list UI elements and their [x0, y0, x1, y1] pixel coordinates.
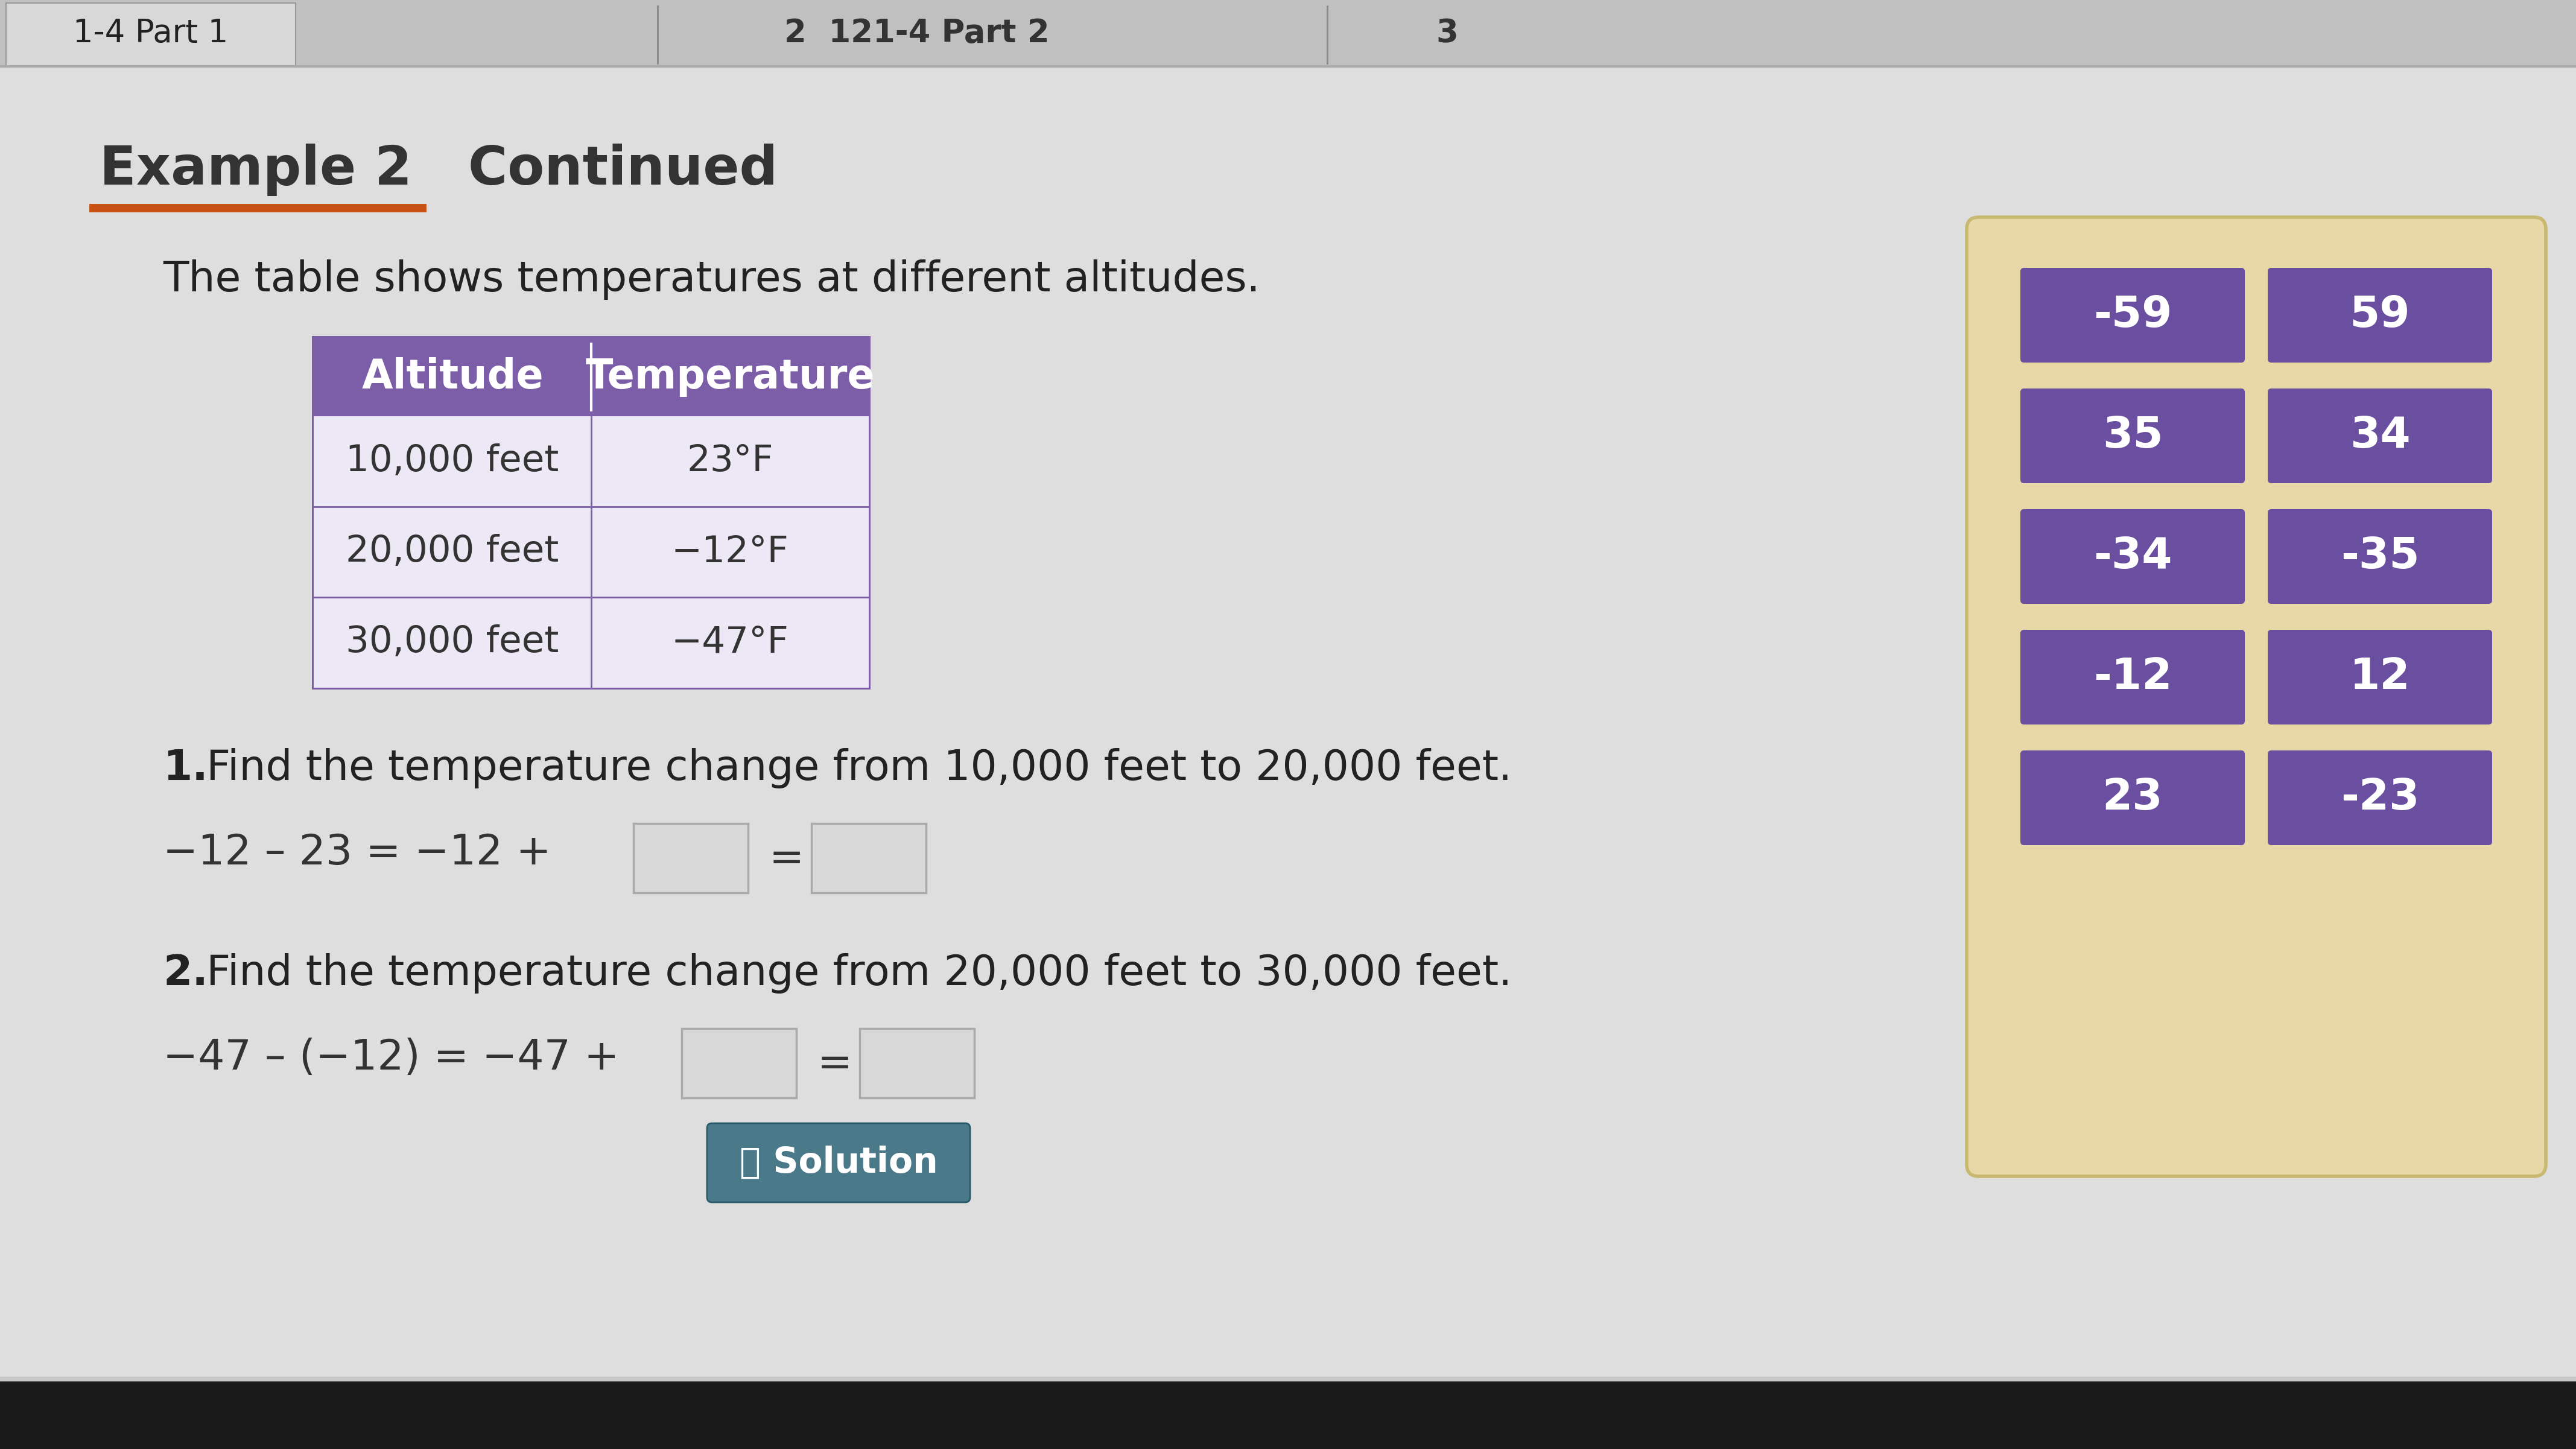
Text: 23°F: 23°F	[688, 443, 773, 480]
FancyBboxPatch shape	[683, 1029, 796, 1098]
Text: 3: 3	[1435, 17, 1458, 49]
FancyBboxPatch shape	[2020, 509, 2244, 604]
Text: 59: 59	[2349, 294, 2411, 336]
FancyBboxPatch shape	[2267, 268, 2491, 362]
Text: −12 – 23 = −12 +: −12 – 23 = −12 +	[162, 833, 551, 872]
Text: −47°F: −47°F	[672, 625, 788, 661]
Text: -12: -12	[2094, 656, 2172, 698]
FancyBboxPatch shape	[860, 1029, 974, 1098]
FancyBboxPatch shape	[0, 1381, 2576, 1449]
FancyBboxPatch shape	[0, 0, 2576, 67]
Text: -35: -35	[2342, 536, 2419, 577]
FancyBboxPatch shape	[2020, 751, 2244, 845]
FancyBboxPatch shape	[2020, 268, 2244, 362]
Text: 34: 34	[2349, 414, 2411, 456]
Text: −47 – (−12) = −47 +: −47 – (−12) = −47 +	[162, 1037, 618, 1078]
Text: The table shows temperatures at different altitudes.: The table shows temperatures at differen…	[162, 259, 1260, 300]
Text: Example 2   Continued: Example 2 Continued	[100, 143, 778, 196]
FancyBboxPatch shape	[5, 3, 296, 67]
Text: -23: -23	[2342, 777, 2419, 819]
FancyBboxPatch shape	[2267, 751, 2491, 845]
FancyBboxPatch shape	[0, 67, 2576, 1377]
Text: 30,000 feet: 30,000 feet	[345, 625, 559, 661]
FancyBboxPatch shape	[314, 507, 868, 597]
Text: 23: 23	[2102, 777, 2164, 819]
Text: -34: -34	[2094, 536, 2172, 577]
FancyBboxPatch shape	[706, 1123, 971, 1203]
FancyBboxPatch shape	[314, 597, 868, 688]
FancyBboxPatch shape	[634, 823, 747, 893]
Text: =: =	[817, 1043, 853, 1084]
Text: 35: 35	[2102, 414, 2164, 456]
FancyBboxPatch shape	[314, 416, 868, 507]
Text: 2  121-4 Part 2: 2 121-4 Part 2	[783, 17, 1048, 49]
Text: −12°F: −12°F	[672, 535, 788, 569]
Text: Find the temperature change from 20,000 feet to 30,000 feet.: Find the temperature change from 20,000 …	[193, 953, 1512, 994]
FancyBboxPatch shape	[2020, 388, 2244, 483]
Text: 20,000 feet: 20,000 feet	[345, 535, 559, 569]
Text: Find the temperature change from 10,000 feet to 20,000 feet.: Find the temperature change from 10,000 …	[193, 748, 1512, 788]
Text: 1.: 1.	[162, 748, 209, 788]
Text: 12: 12	[2349, 656, 2411, 698]
Text: 2.: 2.	[162, 953, 209, 994]
FancyBboxPatch shape	[312, 336, 871, 690]
Text: 🔒 Solution: 🔒 Solution	[739, 1146, 938, 1179]
FancyBboxPatch shape	[2020, 630, 2244, 724]
Text: -59: -59	[2094, 294, 2172, 336]
Text: 10,000 feet: 10,000 feet	[345, 443, 559, 480]
Text: 1-4 Part 1: 1-4 Part 1	[72, 17, 229, 49]
FancyBboxPatch shape	[314, 338, 868, 416]
FancyBboxPatch shape	[1965, 217, 2545, 1177]
FancyBboxPatch shape	[2267, 509, 2491, 604]
Text: =: =	[770, 839, 804, 880]
Text: Temperature: Temperature	[585, 356, 876, 397]
FancyBboxPatch shape	[2267, 388, 2491, 483]
Text: Altitude: Altitude	[361, 356, 544, 397]
FancyBboxPatch shape	[811, 823, 925, 893]
FancyBboxPatch shape	[2267, 630, 2491, 724]
